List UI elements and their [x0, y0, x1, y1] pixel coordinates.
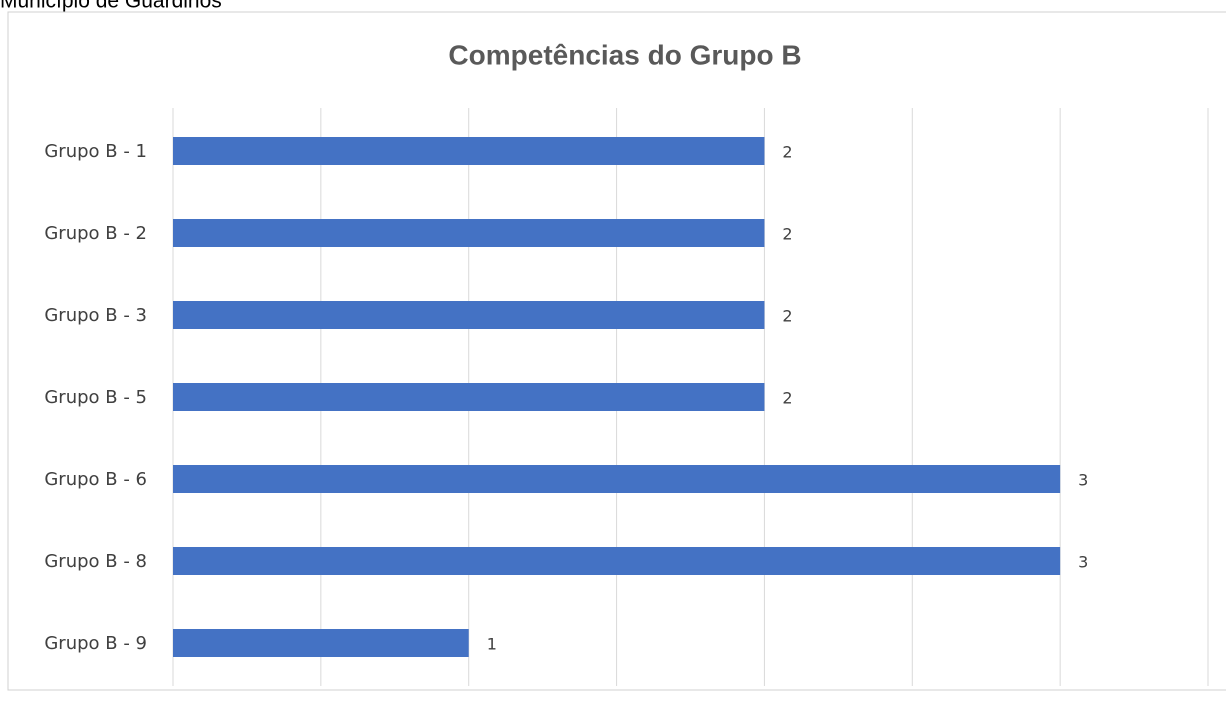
bar: [173, 465, 1061, 493]
data-label: 2: [782, 143, 792, 162]
data-label: 2: [782, 225, 792, 244]
y-tick-label: Grupo B - 3: [44, 305, 147, 326]
y-tick-label: Grupo B - 9: [44, 633, 147, 654]
data-label: 1: [487, 635, 497, 654]
chart-title: Competências do Grupo B: [448, 39, 801, 70]
bar: [173, 301, 765, 329]
bar: [173, 383, 765, 411]
y-tick-label: Grupo B - 2: [44, 223, 147, 244]
y-tick-label: Grupo B - 6: [44, 469, 147, 490]
data-label: 3: [1078, 553, 1088, 572]
page-header: Município de Guardinos: [0, 0, 222, 13]
bar: [173, 219, 765, 247]
data-label: 2: [782, 307, 792, 326]
bar: [173, 629, 469, 657]
bar: [173, 137, 765, 165]
y-tick-label: Grupo B - 1: [44, 141, 147, 162]
data-label: 2: [782, 389, 792, 408]
y-tick-label: Grupo B - 5: [44, 387, 147, 408]
bar: [173, 547, 1061, 575]
data-label: 3: [1078, 471, 1088, 490]
chart-frame: [7, 11, 1226, 691]
y-tick-label: Grupo B - 8: [44, 551, 147, 572]
